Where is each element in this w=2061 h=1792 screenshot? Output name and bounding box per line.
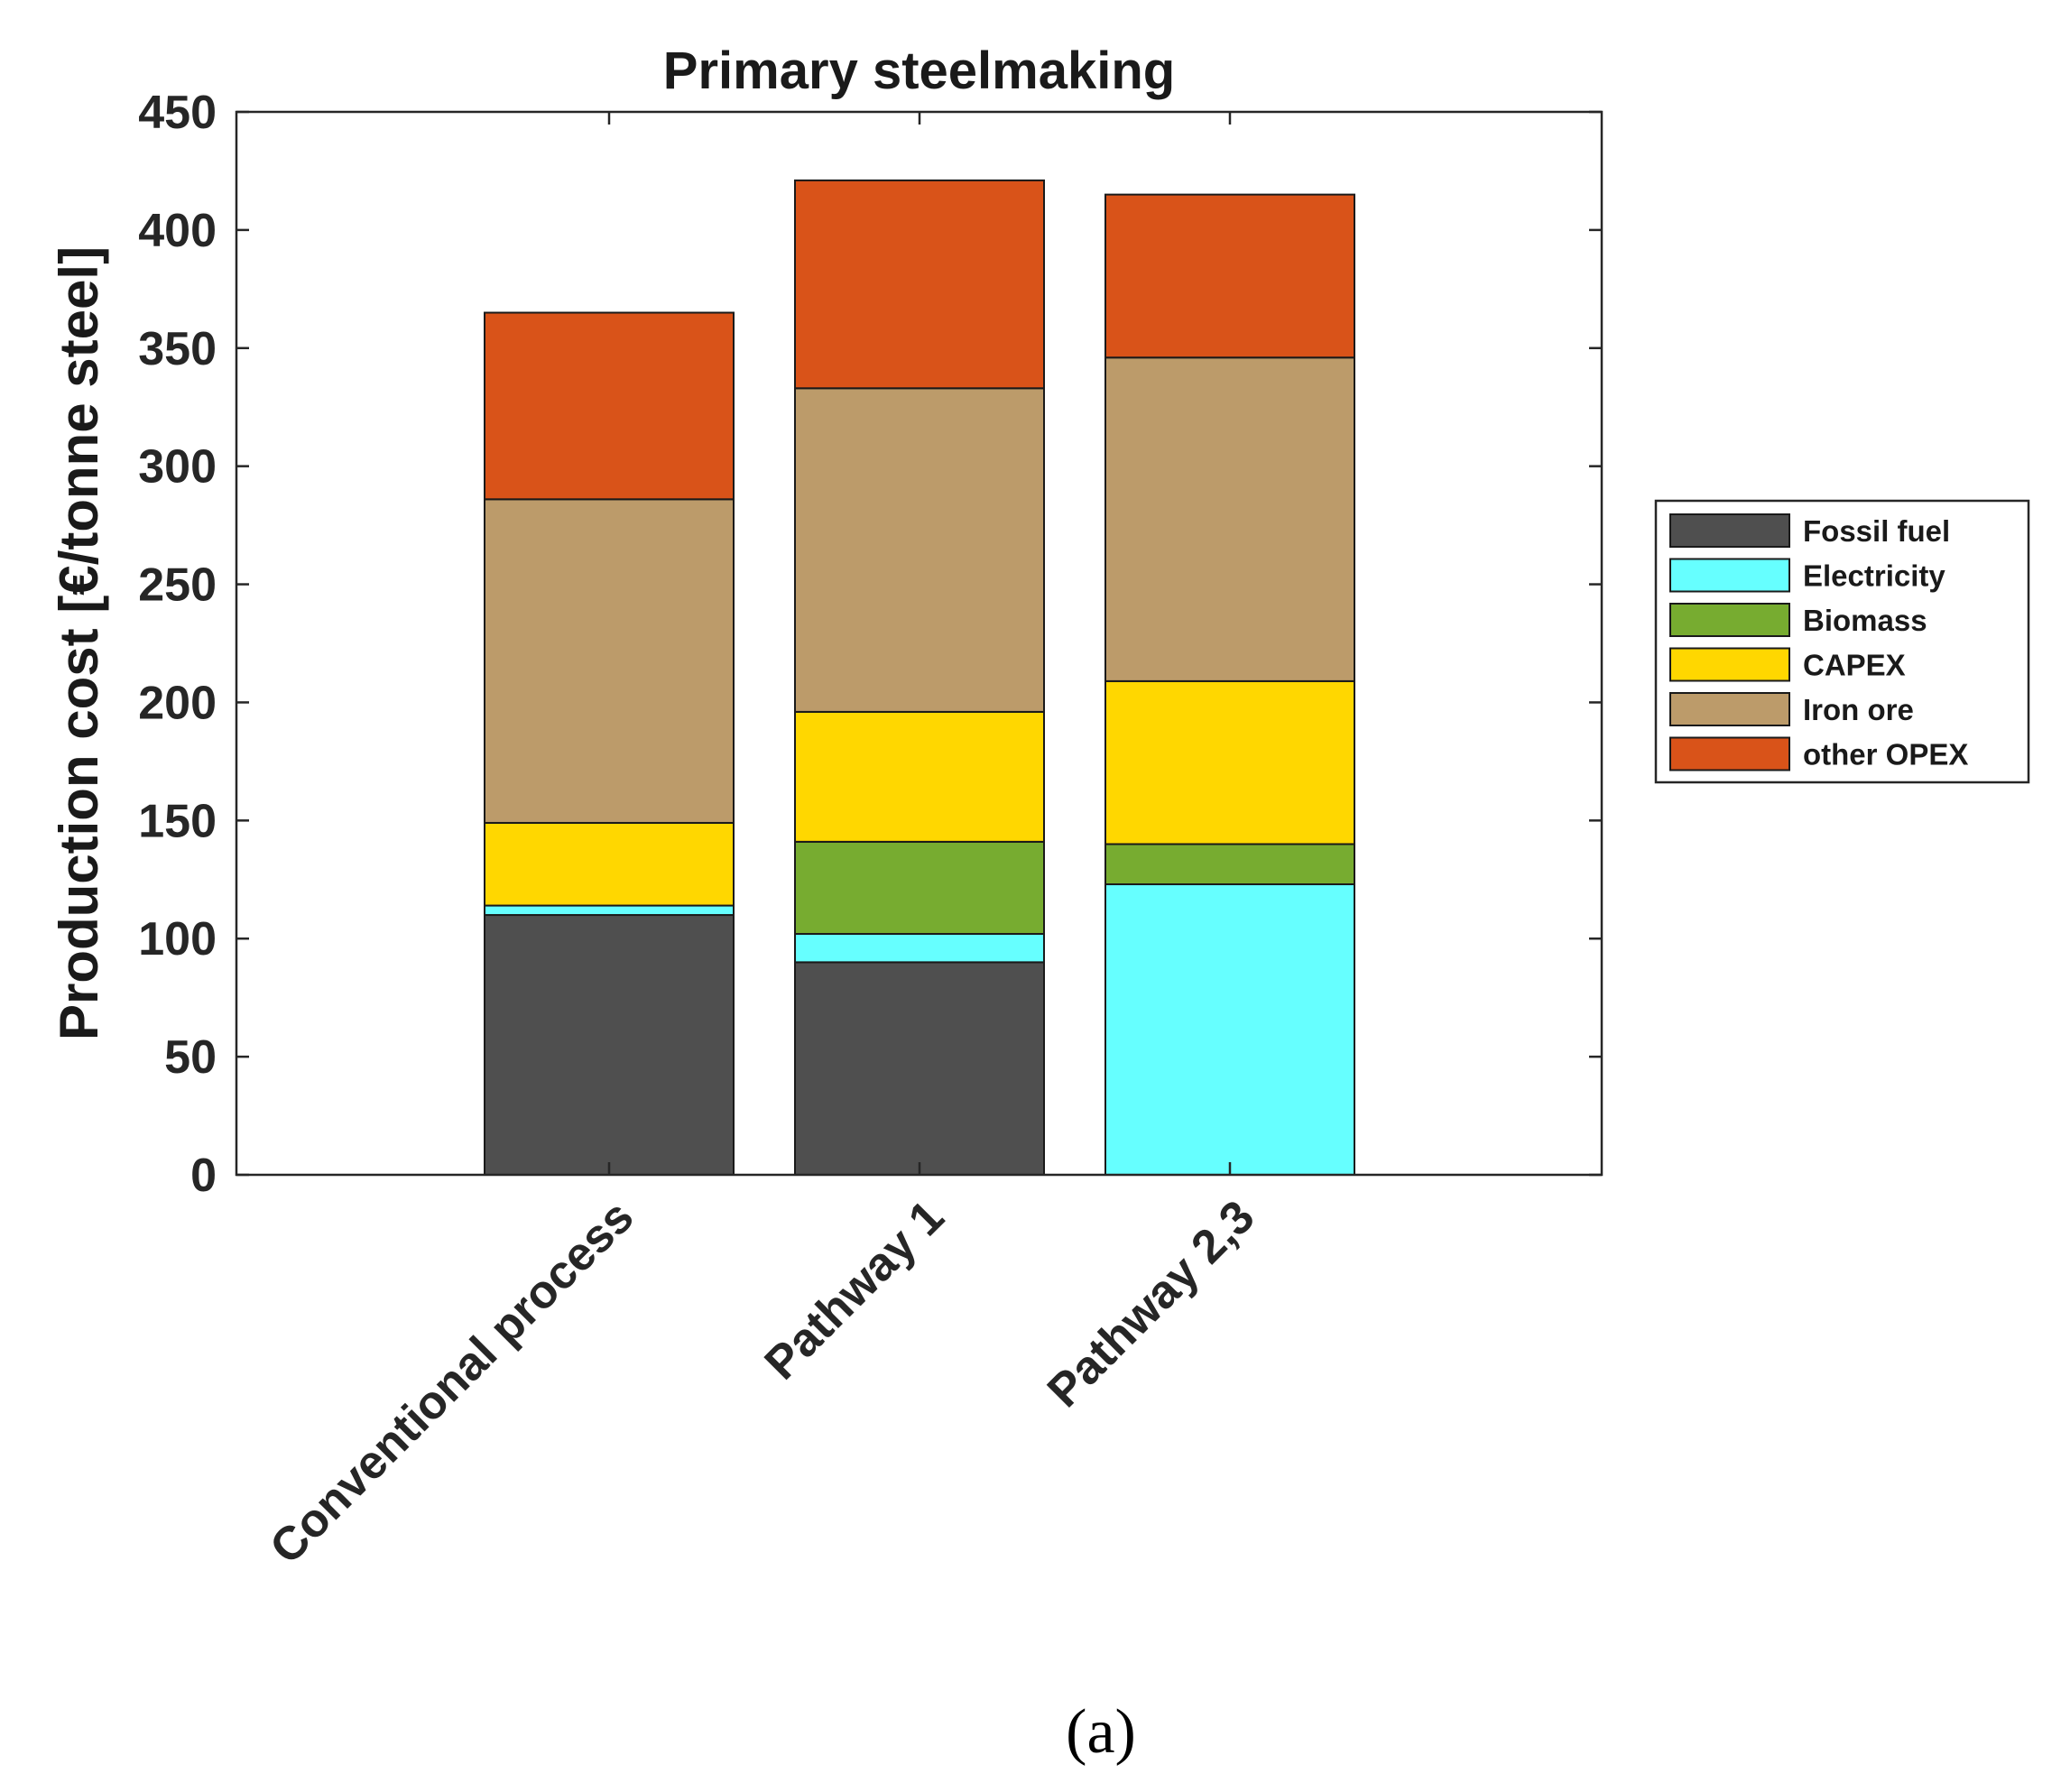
legend-swatch-other-opex	[1669, 736, 1790, 771]
y-axis-label: Production cost [€/tonne steel]	[49, 246, 109, 1040]
bar-segment-capex-1	[484, 821, 735, 907]
legend-label: Biomass	[1803, 604, 1927, 637]
bar-segment-fossil-fuel-1	[484, 914, 735, 1176]
legend-label: Electricity	[1803, 559, 1945, 593]
legend-label: other OPEX	[1803, 738, 1968, 771]
x-tick-label: Pathway 2,3	[1038, 1190, 1265, 1418]
legend-swatch-fossil-fuel	[1669, 513, 1790, 548]
y-tick-label: 350	[138, 323, 217, 375]
bar-segment-iron-ore-2	[794, 387, 1045, 713]
bar-segment-fossil-fuel-2	[794, 961, 1045, 1177]
y-axis-ticks: 0 50 100 150 200 250 300 350 400 450	[138, 87, 1602, 1202]
bar-segment-other-opex-1	[484, 311, 735, 501]
bar-segment-iron-ore-1	[484, 498, 735, 824]
x-tick-label: Conventional process	[260, 1190, 643, 1574]
legend: Fossil fuel Electricity Biomass CAPEX Iron o…	[1654, 499, 2030, 784]
y-tick-label: 150	[138, 795, 217, 847]
y-tick-label: 100	[138, 913, 217, 965]
bar-segment-capex-2	[794, 710, 1045, 843]
legend-label: CAPEX	[1803, 649, 1906, 682]
legend-label: Iron ore	[1803, 693, 1914, 726]
bar-segment-capex-3	[1104, 679, 1355, 845]
x-tick-label: Pathway 1	[755, 1190, 955, 1390]
bar-segment-other-opex-3	[1104, 193, 1355, 359]
y-tick-label: 50	[164, 1031, 217, 1084]
legend-swatch-electricity	[1669, 558, 1790, 593]
y-tick-label: 250	[138, 559, 217, 612]
bar-segment-other-opex-2	[794, 179, 1045, 390]
bar-segment-electricity-1	[484, 904, 735, 917]
y-tick-label: 200	[138, 677, 217, 729]
y-tick-label: 450	[138, 87, 217, 139]
chart-title: Primary steelmaking	[663, 42, 1175, 100]
bar-segment-iron-ore-3	[1104, 356, 1355, 682]
bar-segment-electricity-2	[794, 932, 1045, 964]
y-tick-label: 0	[190, 1150, 217, 1202]
figure-caption: (a)	[1066, 1697, 1136, 1767]
legend-swatch-iron-ore	[1669, 692, 1790, 726]
legend-swatch-capex	[1669, 647, 1790, 682]
y-tick-label: 400	[138, 205, 217, 257]
bar-segment-biomass-3	[1104, 843, 1355, 886]
bar-segment-electricity-3	[1104, 883, 1355, 1176]
bars-group	[484, 179, 1355, 1177]
legend-swatch-biomass	[1669, 603, 1790, 637]
y-tick-label: 300	[138, 441, 217, 494]
legend-label: Fossil fuel	[1803, 514, 1950, 548]
bar-segment-biomass-2	[794, 840, 1045, 935]
